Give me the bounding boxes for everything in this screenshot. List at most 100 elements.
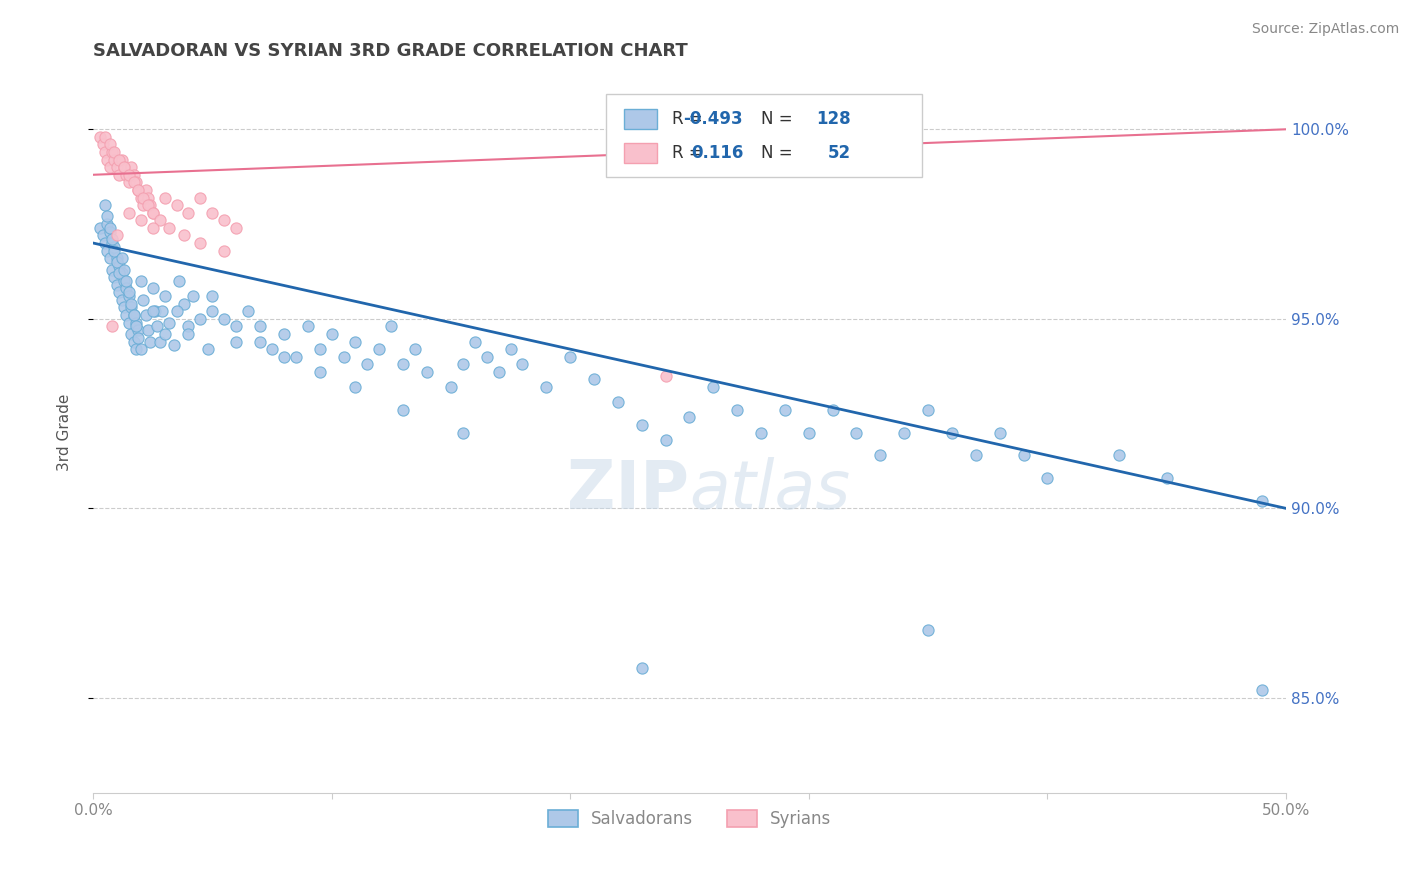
Point	[101, 262, 124, 277]
Text: N =: N =	[761, 145, 793, 162]
Legend: Salvadorans, Syrians: Salvadorans, Syrians	[541, 803, 838, 835]
Point	[488, 365, 510, 379]
Point	[112, 262, 135, 277]
Point	[225, 334, 247, 349]
Point	[153, 190, 176, 204]
Point	[201, 304, 224, 318]
Point	[332, 350, 354, 364]
Point	[440, 380, 463, 394]
Point	[702, 380, 724, 394]
Point	[96, 244, 118, 258]
Point	[108, 266, 131, 280]
Point	[120, 160, 142, 174]
Text: Source: ZipAtlas.com: Source: ZipAtlas.com	[1251, 22, 1399, 37]
Point	[869, 448, 891, 462]
Point	[98, 220, 121, 235]
Point	[96, 210, 118, 224]
Text: 128: 128	[815, 111, 851, 128]
Point	[129, 213, 152, 227]
Point	[127, 183, 149, 197]
Point	[416, 365, 439, 379]
Point	[150, 304, 173, 318]
Point	[108, 168, 131, 182]
Point	[1156, 471, 1178, 485]
Point	[451, 425, 474, 440]
Point	[115, 308, 138, 322]
Point	[120, 296, 142, 310]
Point	[146, 319, 169, 334]
Point	[103, 244, 125, 258]
Point	[103, 145, 125, 159]
Point	[536, 380, 558, 394]
Text: -0.493: -0.493	[683, 111, 744, 128]
Point	[105, 277, 128, 292]
Point	[153, 326, 176, 341]
Point	[249, 334, 271, 349]
Point	[98, 137, 121, 152]
Point	[142, 205, 165, 219]
Point	[308, 342, 330, 356]
Point	[105, 160, 128, 174]
Point	[122, 308, 145, 322]
Point	[129, 274, 152, 288]
Point	[190, 235, 212, 250]
FancyBboxPatch shape	[624, 109, 657, 129]
Point	[153, 289, 176, 303]
Point	[273, 350, 295, 364]
Point	[464, 334, 486, 349]
Point	[163, 338, 186, 352]
Point	[797, 425, 820, 440]
Point	[134, 183, 156, 197]
Point	[125, 319, 148, 334]
Point	[368, 342, 391, 356]
Point	[139, 198, 162, 212]
Point	[108, 285, 131, 300]
Point	[157, 316, 180, 330]
Point	[212, 311, 235, 326]
Point	[105, 228, 128, 243]
Point	[101, 232, 124, 246]
Point	[111, 266, 134, 280]
Point	[149, 334, 172, 349]
Point	[1108, 448, 1130, 462]
Point	[749, 425, 772, 440]
Point	[101, 319, 124, 334]
Point	[111, 293, 134, 307]
Point	[654, 433, 676, 447]
Point	[583, 372, 606, 386]
Point	[94, 145, 117, 159]
Point	[451, 357, 474, 371]
Point	[212, 213, 235, 227]
Point	[105, 255, 128, 269]
Point	[157, 220, 180, 235]
Point	[120, 301, 142, 315]
Point	[120, 326, 142, 341]
Point	[512, 357, 534, 371]
Point	[98, 225, 121, 239]
Point	[127, 331, 149, 345]
Point	[94, 129, 117, 144]
Point	[101, 145, 124, 159]
Point	[98, 251, 121, 265]
Point	[197, 342, 219, 356]
Point	[173, 296, 195, 310]
Point	[284, 350, 307, 364]
Point	[118, 316, 141, 330]
Point	[201, 289, 224, 303]
Point	[654, 368, 676, 383]
Point	[236, 304, 259, 318]
Point	[297, 319, 319, 334]
Point	[98, 160, 121, 174]
Point	[105, 251, 128, 265]
FancyBboxPatch shape	[624, 143, 657, 163]
Point	[91, 228, 114, 243]
Point	[112, 301, 135, 315]
Point	[845, 425, 868, 440]
Point	[1036, 471, 1059, 485]
FancyBboxPatch shape	[606, 94, 922, 177]
Point	[103, 240, 125, 254]
Point	[821, 402, 844, 417]
Point	[249, 319, 271, 334]
Point	[125, 342, 148, 356]
Text: N =: N =	[761, 111, 793, 128]
